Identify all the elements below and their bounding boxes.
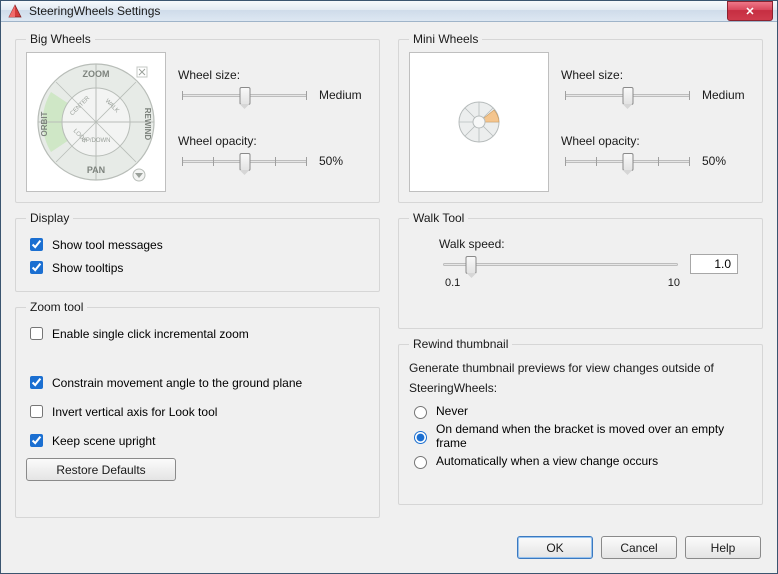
rewind-radio-never[interactable] — [414, 406, 427, 419]
window-close-button[interactable]: ✕ — [727, 1, 773, 21]
rewind-radio-ondemand[interactable] — [414, 431, 427, 444]
incremental-zoom-row[interactable]: Enable single click incremental zoom — [26, 324, 369, 343]
show-tooltips-row[interactable]: Show tooltips — [26, 258, 369, 277]
svg-text:ZOOM: ZOOM — [83, 69, 110, 79]
incremental-zoom-label: Enable single click incremental zoom — [52, 327, 249, 341]
left-column: Big Wheels ZOOM — [15, 32, 380, 526]
show-tool-messages-row[interactable]: Show tool messages — [26, 235, 369, 254]
big-wheel-size-label: Wheel size: — [178, 68, 369, 82]
display-group: Display Show tool messages Show tooltips — [15, 211, 380, 292]
keep-upright-label: Keep scene upright — [52, 434, 155, 448]
show-tooltips-checkbox[interactable] — [30, 261, 43, 274]
rewind-intro-2: SteeringWheels: — [409, 381, 752, 395]
help-button[interactable]: Help — [685, 536, 761, 559]
mini-wheels-legend: Mini Wheels — [409, 32, 482, 46]
rewind-option-label: Automatically when a view change occurs — [436, 454, 658, 468]
mini-wheel-opacity-block: Wheel opacity: 50% — [561, 134, 752, 172]
walk-tool-group: Walk Tool Walk speed: 0.1 10 — [398, 211, 763, 329]
mini-wheel-size-label: Wheel size: — [561, 68, 752, 82]
walk-speed-max: 10 — [668, 277, 680, 289]
invert-vertical-checkbox[interactable] — [30, 405, 43, 418]
window-title: SteeringWheels Settings — [29, 4, 160, 18]
mini-wheel-opacity-label: Wheel opacity: — [561, 134, 752, 148]
rewind-option-auto[interactable]: Automatically when a view change occurs — [409, 453, 752, 469]
mini-wheel-opacity-slider[interactable] — [561, 150, 694, 172]
rewind-option-never[interactable]: Never — [409, 403, 752, 419]
constrain-angle-row[interactable]: Constrain movement angle to the ground p… — [26, 373, 369, 392]
big-wheel-icon: ZOOM PAN ORBIT REWIND CENTER WALK UP/DOW… — [31, 57, 161, 187]
big-wheel-opacity-slider[interactable] — [178, 150, 311, 172]
cancel-button[interactable]: Cancel — [601, 536, 677, 559]
walk-speed-label: Walk speed: — [439, 237, 738, 251]
mini-wheel-opacity-value: 50% — [702, 154, 752, 168]
rewind-option-label: On demand when the bracket is moved over… — [436, 422, 752, 450]
svg-text:REWIND: REWIND — [143, 108, 152, 141]
big-wheel-preview: ZOOM PAN ORBIT REWIND CENTER WALK UP/DOW… — [26, 52, 166, 192]
zoom-tool-legend: Zoom tool — [26, 300, 87, 314]
svg-text:ORBIT: ORBIT — [40, 111, 49, 136]
rewind-option-ondemand[interactable]: On demand when the bracket is moved over… — [409, 422, 752, 450]
show-tooltips-label: Show tooltips — [52, 261, 123, 275]
walk-speed-min: 0.1 — [445, 277, 460, 289]
settings-window: SteeringWheels Settings ✕ Big Wheels — [0, 0, 778, 574]
rewind-thumbnail-group: Rewind thumbnail Generate thumbnail prev… — [398, 337, 763, 505]
big-wheels-group: Big Wheels ZOOM — [15, 32, 380, 203]
constrain-angle-checkbox[interactable] — [30, 376, 43, 389]
svg-text:PAN: PAN — [87, 165, 105, 175]
restore-defaults-button[interactable]: Restore Defaults — [26, 458, 176, 481]
big-wheel-size-slider[interactable] — [178, 84, 311, 106]
big-wheel-opacity-value: 50% — [319, 154, 369, 168]
big-wheel-size-value: Medium — [319, 88, 369, 102]
invert-vertical-row[interactable]: Invert vertical axis for Look tool — [26, 402, 369, 421]
right-column: Mini Wheels — [398, 32, 763, 526]
rewind-radio-auto[interactable] — [414, 456, 427, 469]
rewind-options: Never On demand when the bracket is moved… — [409, 403, 752, 469]
titlebar: SteeringWheels Settings ✕ — [1, 1, 777, 22]
rewind-legend: Rewind thumbnail — [409, 337, 512, 351]
walk-speed-slider[interactable] — [439, 253, 682, 275]
mini-wheel-size-block: Wheel size: Medium — [561, 68, 752, 106]
show-tool-messages-label: Show tool messages — [52, 238, 163, 252]
big-wheels-legend: Big Wheels — [26, 32, 95, 46]
zoom-tool-group: Zoom tool Enable single click incrementa… — [15, 300, 380, 518]
walk-speed-value[interactable] — [690, 254, 738, 274]
keep-upright-checkbox[interactable] — [30, 434, 43, 447]
mini-wheel-size-value: Medium — [702, 88, 752, 102]
ok-button[interactable]: OK — [517, 536, 593, 559]
close-icon: ✕ — [745, 5, 754, 18]
dialog-footer: OK Cancel Help — [1, 526, 777, 573]
big-wheel-size-block: Wheel size: Medium — [178, 68, 369, 106]
mini-wheel-size-slider[interactable] — [561, 84, 694, 106]
mini-wheels-group: Mini Wheels — [398, 32, 763, 203]
mini-wheel-preview — [409, 52, 549, 192]
content-area: Big Wheels ZOOM — [1, 22, 777, 526]
show-tool-messages-checkbox[interactable] — [30, 238, 43, 251]
display-legend: Display — [26, 211, 73, 225]
rewind-option-label: Never — [436, 404, 468, 418]
incremental-zoom-checkbox[interactable] — [30, 327, 43, 340]
constrain-angle-label: Constrain movement angle to the ground p… — [52, 376, 302, 390]
big-wheel-opacity-block: Wheel opacity: 50% — [178, 134, 369, 172]
rewind-intro-1: Generate thumbnail previews for view cha… — [409, 361, 752, 375]
mini-wheel-icon — [454, 97, 504, 147]
walk-tool-legend: Walk Tool — [409, 211, 468, 225]
app-icon — [7, 3, 23, 19]
keep-upright-row[interactable]: Keep scene upright — [26, 431, 369, 450]
invert-vertical-label: Invert vertical axis for Look tool — [52, 405, 217, 419]
big-wheel-opacity-label: Wheel opacity: — [178, 134, 369, 148]
